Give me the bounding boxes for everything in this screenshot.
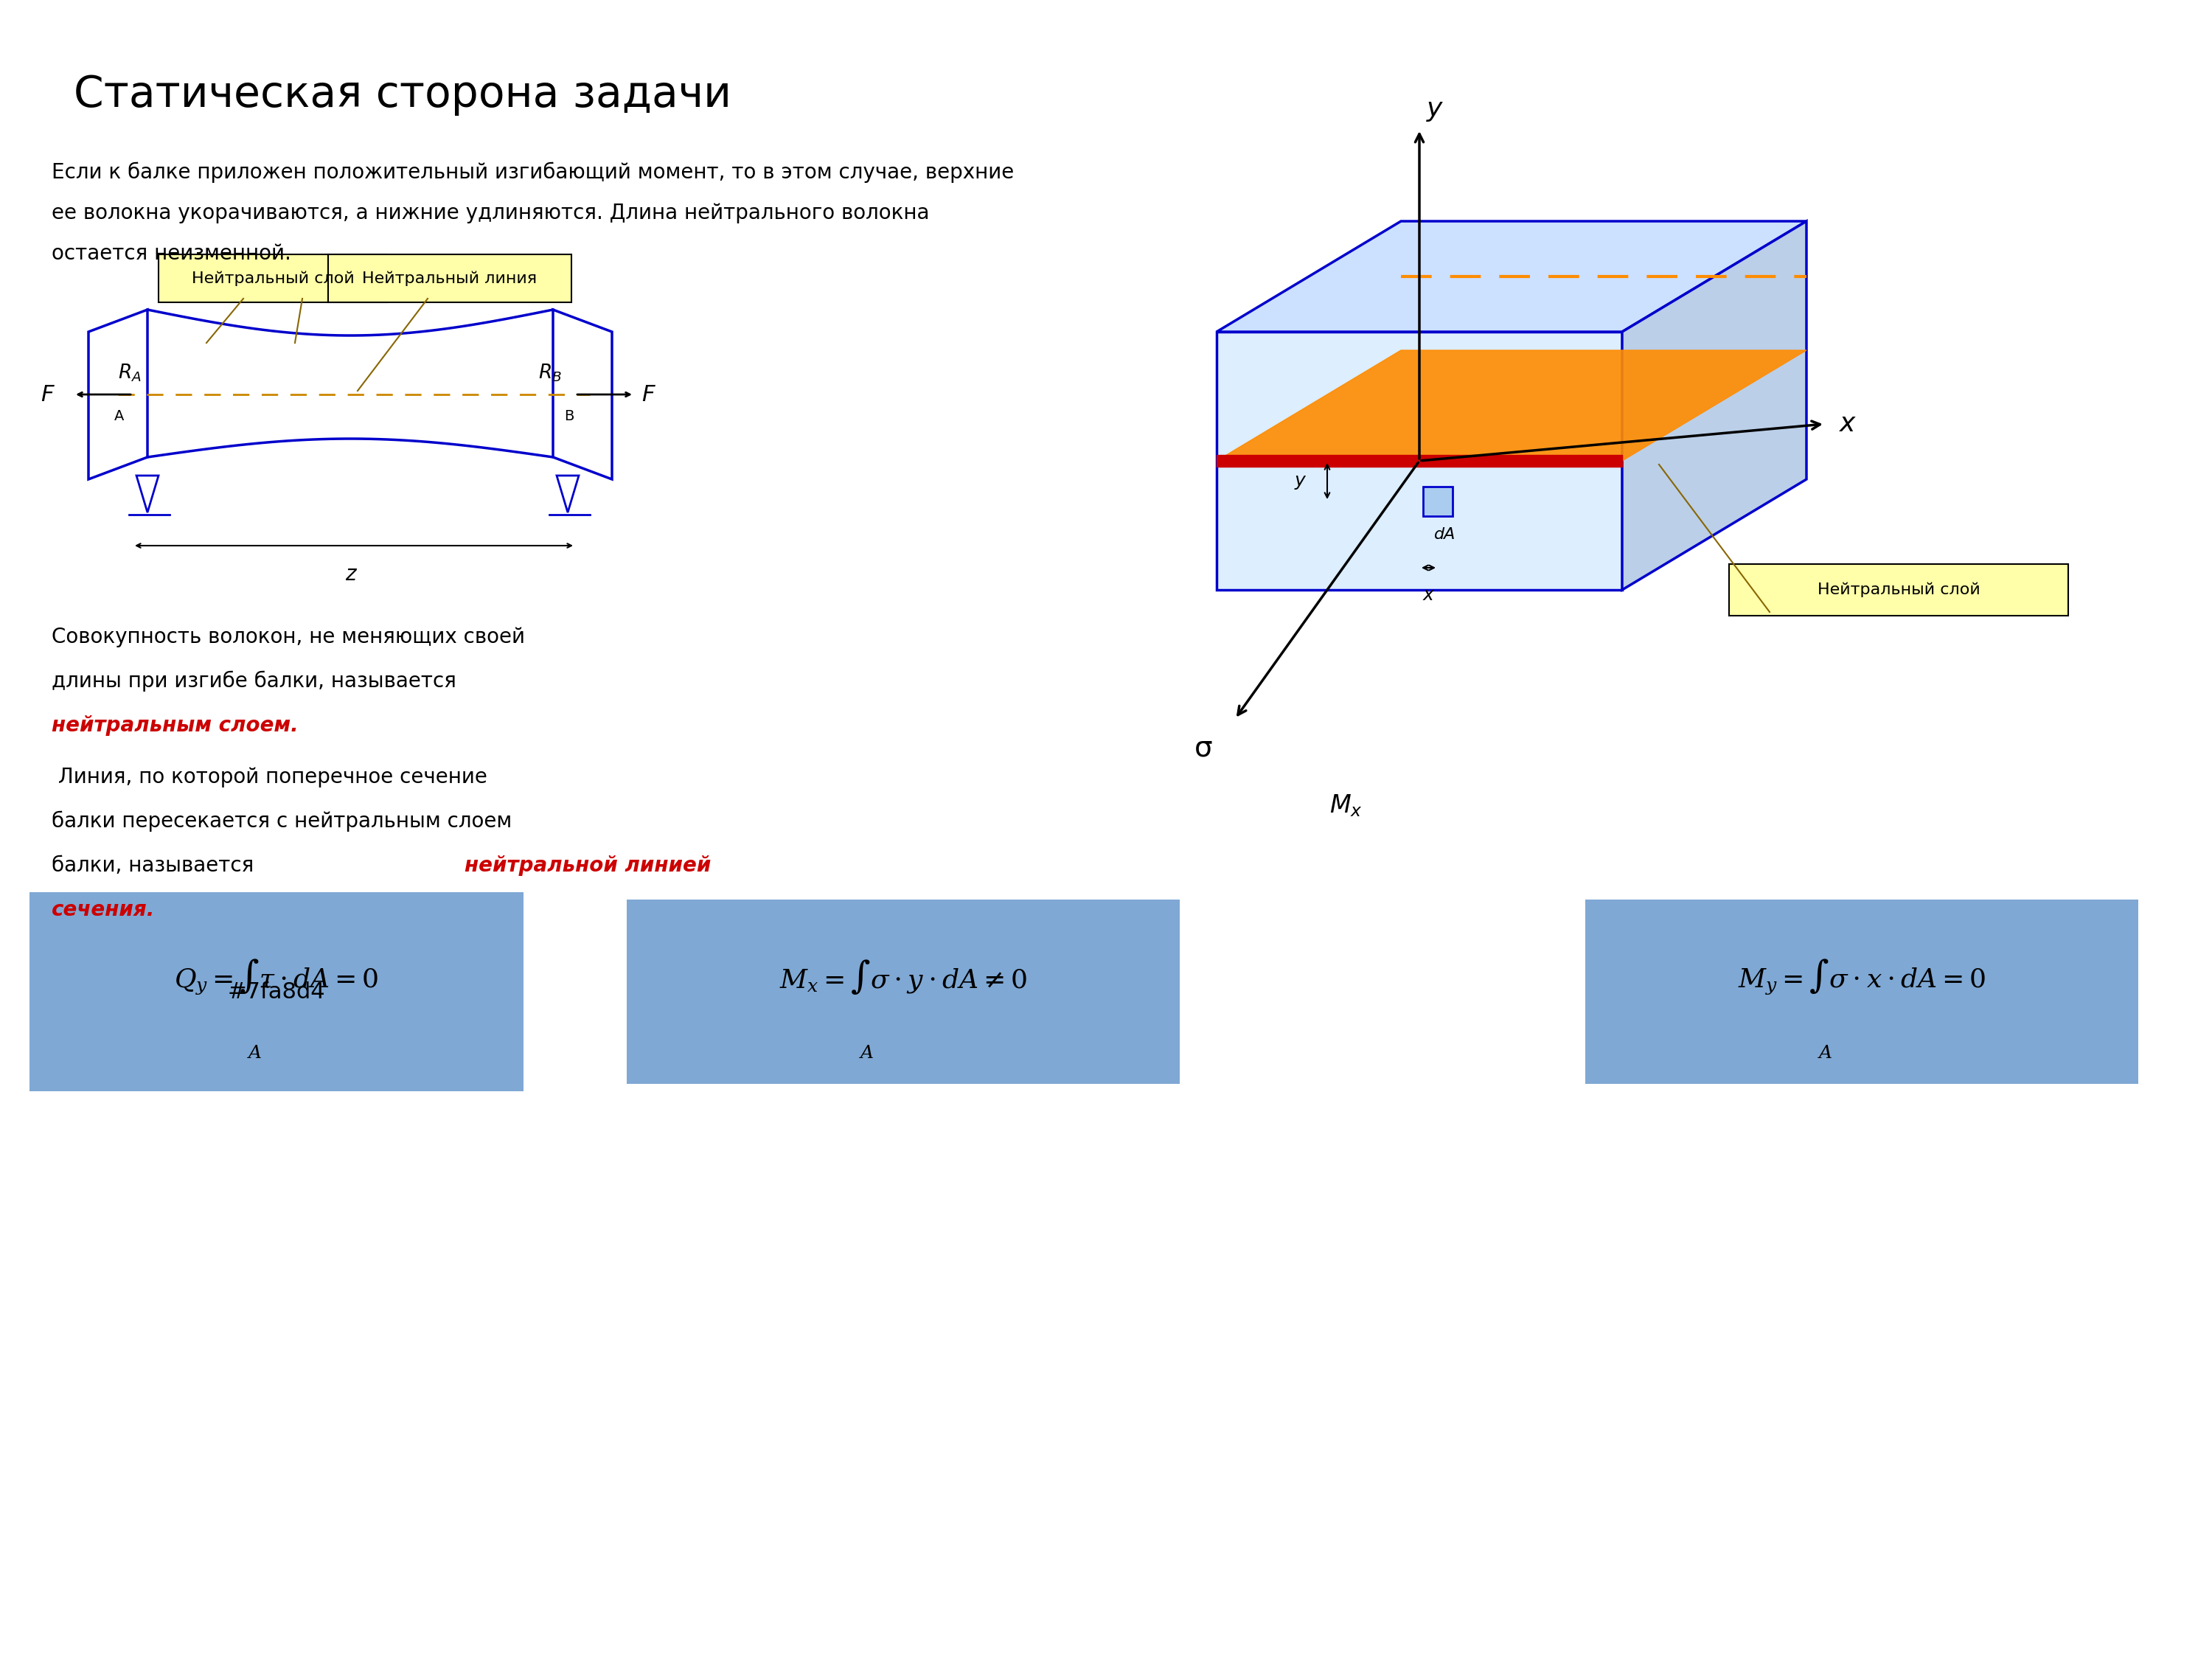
Text: ее волокна укорачиваются, а нижние удлиняются. Длина нейтрального волокна: ее волокна укорачиваются, а нижние удлин… — [51, 202, 929, 224]
Text: Нейтральный слой: Нейтральный слой — [1818, 582, 1980, 597]
FancyBboxPatch shape — [159, 254, 387, 302]
Text: сечения.: сечения. — [51, 899, 155, 921]
Text: A: A — [115, 410, 124, 423]
Text: dA: dA — [1433, 528, 1455, 542]
Text: #7fa8d4: #7fa8d4 — [228, 980, 325, 1002]
Bar — [1422, 486, 1453, 516]
Text: $A$: $A$ — [248, 1044, 261, 1062]
Text: F: F — [641, 383, 655, 405]
Text: y: y — [1427, 96, 1442, 121]
Text: Нейтральный линия: Нейтральный линия — [363, 270, 538, 287]
Text: нейтральным слоем.: нейтральным слоем. — [51, 715, 299, 737]
Text: Если к балке приложен положительный изгибающий момент, то в этом случае, верхние: Если к балке приложен положительный изги… — [51, 163, 1013, 182]
Text: $A$: $A$ — [858, 1044, 874, 1062]
Text: Статическая сторона задачи: Статическая сторона задачи — [73, 73, 732, 116]
Polygon shape — [1217, 455, 1621, 466]
Text: x: x — [1422, 586, 1433, 604]
Text: Линия, по которой поперечное сечение: Линия, по которой поперечное сечение — [51, 766, 487, 788]
Text: балки, называется: балки, называется — [51, 856, 261, 876]
Text: нейтральной линией: нейтральной линией — [465, 856, 710, 876]
Text: остается неизменной.: остается неизменной. — [51, 244, 292, 264]
FancyBboxPatch shape — [1586, 899, 2139, 1083]
Polygon shape — [1621, 221, 1807, 591]
Text: z: z — [345, 564, 356, 584]
Text: $R_A$: $R_A$ — [117, 362, 142, 383]
Text: балки пересекается с нейтральным слоем: балки пересекается с нейтральным слоем — [51, 811, 511, 833]
Text: $R_B$: $R_B$ — [538, 362, 562, 383]
FancyBboxPatch shape — [29, 893, 524, 1092]
Polygon shape — [1217, 221, 1807, 332]
FancyBboxPatch shape — [626, 899, 1179, 1083]
Polygon shape — [1217, 332, 1621, 591]
Text: y: y — [1294, 473, 1305, 489]
Text: $M_x$: $M_x$ — [1329, 793, 1363, 818]
Text: σ: σ — [1194, 733, 1212, 761]
Text: $M_x = \int \sigma \cdot y \cdot dA \neq 0$: $M_x = \int \sigma \cdot y \cdot dA \neq… — [779, 957, 1026, 995]
Text: длины при изгибе балки, называется: длины при изгибе балки, называется — [51, 670, 456, 692]
Text: F: F — [40, 383, 53, 405]
Text: x: x — [1840, 411, 1856, 436]
Text: Нейтральный слой: Нейтральный слой — [192, 270, 354, 287]
FancyBboxPatch shape — [38, 899, 515, 1083]
Text: $M_y = \int \sigma \cdot x \cdot dA = 0$: $M_y = \int \sigma \cdot x \cdot dA = 0$ — [1739, 957, 1986, 997]
Text: B: B — [564, 410, 573, 423]
FancyBboxPatch shape — [327, 254, 571, 302]
Text: Совокупность волокон, не меняющих своей: Совокупность волокон, не меняющих своей — [51, 627, 524, 647]
Text: $Q_y = \int \tau \cdot dA = 0$: $Q_y = \int \tau \cdot dA = 0$ — [175, 957, 378, 997]
FancyBboxPatch shape — [1730, 564, 2068, 615]
Polygon shape — [1217, 350, 1807, 461]
Text: $A$: $A$ — [1818, 1044, 1832, 1062]
